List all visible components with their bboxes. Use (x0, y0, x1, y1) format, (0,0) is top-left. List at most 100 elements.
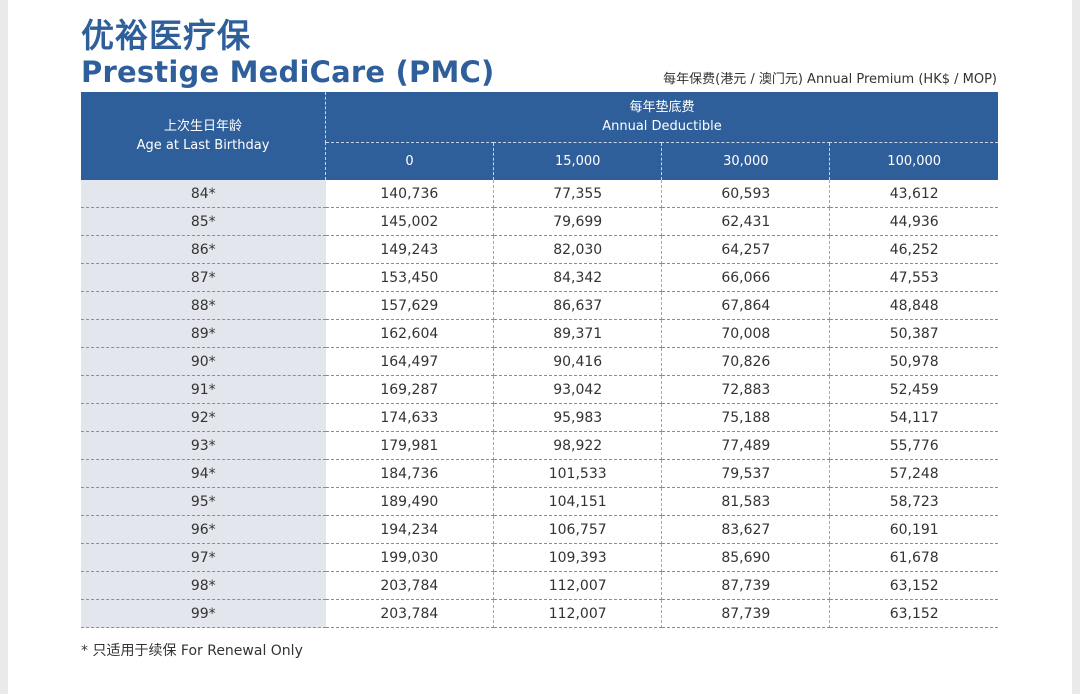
premium-cell: 77,489 (661, 431, 831, 460)
premium-cell: 203,784 (325, 599, 495, 628)
age-cell: 97* (81, 543, 326, 572)
premium-cell: 112,007 (493, 571, 663, 600)
age-header-cn: 上次生日年龄 (163, 119, 242, 134)
deductible-column-header: 100,000 (829, 142, 998, 180)
table-row: 89* 162,604 89,371 70,008 50,387 (81, 319, 998, 348)
age-header: 上次生日年龄 Age at Last Birthday (81, 92, 326, 180)
premium-cell: 153,450 (325, 263, 495, 292)
premium-cell: 79,699 (493, 207, 663, 236)
table-row: 98* 203,784 112,007 87,739 63,152 (81, 571, 998, 600)
premium-cell: 81,583 (661, 487, 831, 516)
age-cell: 96* (81, 515, 326, 544)
premium-cell: 60,593 (661, 180, 831, 208)
deductible-column-header: 0 (325, 142, 495, 180)
premium-cell: 179,981 (325, 431, 495, 460)
premium-table: 上次生日年龄 Age at Last Birthday 每年垫底费 Annual… (81, 92, 998, 628)
premium-cell: 194,234 (325, 515, 495, 544)
premium-cell: 106,757 (493, 515, 663, 544)
premium-cell: 64,257 (661, 235, 831, 264)
premium-cell: 82,030 (493, 235, 663, 264)
premium-cell: 50,387 (829, 319, 998, 348)
premium-cell: 70,008 (661, 319, 831, 348)
premium-cell: 46,252 (829, 235, 998, 264)
premium-cell: 87,739 (661, 571, 831, 600)
age-cell: 89* (81, 319, 326, 348)
premium-cell: 43,612 (829, 180, 998, 208)
age-cell: 95* (81, 487, 326, 516)
deductible-column-header: 15,000 (493, 142, 663, 180)
premium-cell: 95,983 (493, 403, 663, 432)
table-row: 91* 169,287 93,042 72,883 52,459 (81, 375, 998, 404)
premium-cell: 164,497 (325, 347, 495, 376)
premium-cell: 57,248 (829, 459, 998, 488)
age-cell: 86* (81, 235, 326, 264)
premium-cell: 104,151 (493, 487, 663, 516)
age-header-en: Age at Last Birthday (136, 138, 270, 153)
premium-cell: 174,633 (325, 403, 495, 432)
premium-cell: 109,393 (493, 543, 663, 572)
premium-cell: 54,117 (829, 403, 998, 432)
premium-cell: 93,042 (493, 375, 663, 404)
premium-cell: 44,936 (829, 207, 998, 236)
table-body: 84* 140,736 77,355 60,593 43,612 85* 145,002 79… (81, 180, 998, 628)
premium-cell: 62,431 (661, 207, 831, 236)
premium-cell: 199,030 (325, 543, 495, 572)
title-english: Prestige MediCare (PMC) (81, 55, 495, 89)
age-cell: 90* (81, 347, 326, 376)
table-row: 95* 189,490 104,151 81,583 58,723 (81, 487, 998, 516)
premium-cell: 162,604 (325, 319, 495, 348)
premium-cell: 60,191 (829, 515, 998, 544)
premium-cell: 85,690 (661, 543, 831, 572)
age-cell: 91* (81, 375, 326, 404)
premium-cell: 140,736 (325, 180, 495, 208)
table-row: 99* 203,784 112,007 87,739 63,152 (81, 599, 998, 628)
age-cell: 94* (81, 459, 326, 488)
age-cell: 88* (81, 291, 326, 320)
deductible-header: 每年垫底费 Annual Deductible (325, 92, 998, 143)
table-row: 90* 164,497 90,416 70,826 50,978 (81, 347, 998, 376)
premium-cell: 89,371 (493, 319, 663, 348)
table-row: 85* 145,002 79,699 62,431 44,936 (81, 207, 998, 236)
table-row: 92* 174,633 95,983 75,188 54,117 (81, 403, 998, 432)
table-row: 84* 140,736 77,355 60,593 43,612 (81, 180, 998, 208)
premium-cell: 72,883 (661, 375, 831, 404)
premium-cell: 157,629 (325, 291, 495, 320)
deductible-header-en: Annual Deductible (602, 119, 722, 134)
premium-cell: 52,459 (829, 375, 998, 404)
age-cell: 99* (81, 599, 326, 628)
age-cell: 84* (81, 180, 326, 208)
premium-cell: 66,066 (661, 263, 831, 292)
premium-cell: 203,784 (325, 571, 495, 600)
age-cell: 85* (81, 207, 326, 236)
premium-cell: 90,416 (493, 347, 663, 376)
premium-cell: 47,553 (829, 263, 998, 292)
age-cell: 93* (81, 431, 326, 460)
premium-cell: 50,978 (829, 347, 998, 376)
premium-cell: 83,627 (661, 515, 831, 544)
deductible-header-cn: 每年垫底费 (629, 100, 695, 115)
premium-cell: 63,152 (829, 599, 998, 628)
table-row: 96* 194,234 106,757 83,627 60,191 (81, 515, 998, 544)
premium-cell: 63,152 (829, 571, 998, 600)
table-row: 86* 149,243 82,030 64,257 46,252 (81, 235, 998, 264)
premium-cell: 184,736 (325, 459, 495, 488)
footnote: * 只适用于续保 For Renewal Only (81, 643, 303, 659)
title-chinese: 优裕医疗保 (81, 16, 251, 55)
table-row: 93* 179,981 98,922 77,489 55,776 (81, 431, 998, 460)
premium-cell: 112,007 (493, 599, 663, 628)
table-row: 94* 184,736 101,533 79,537 57,248 (81, 459, 998, 488)
table-row: 87* 153,450 84,342 66,066 47,553 (81, 263, 998, 292)
premium-cell: 98,922 (493, 431, 663, 460)
deductible-column-header: 30,000 (661, 142, 831, 180)
premium-cell: 61,678 (829, 543, 998, 572)
table-row: 97* 199,030 109,393 85,690 61,678 (81, 543, 998, 572)
age-cell: 98* (81, 571, 326, 600)
premium-cell: 48,848 (829, 291, 998, 320)
premium-cell: 169,287 (325, 375, 495, 404)
premium-cell: 84,342 (493, 263, 663, 292)
premium-note: 每年保费(港元 / 澳门元) Annual Premium (HK$ / MOP… (663, 72, 997, 87)
premium-cell: 101,533 (493, 459, 663, 488)
document-page: 优裕医疗保 Prestige MediCare (PMC) 每年保费(港元 / … (8, 0, 1072, 694)
premium-cell: 189,490 (325, 487, 495, 516)
premium-cell: 55,776 (829, 431, 998, 460)
